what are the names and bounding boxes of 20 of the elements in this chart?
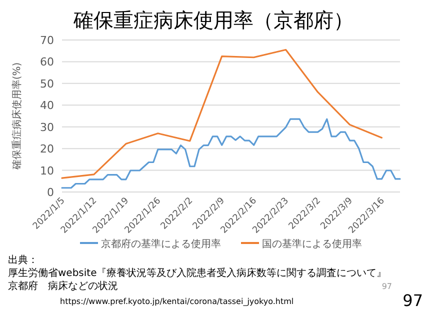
text: 97 [402,291,423,310]
text: 97 [382,282,392,291]
y-tick-label: 10 [40,164,54,178]
line-series [61,48,383,179]
y-tick-label: 40 [40,99,54,112]
chart-title: 確保重症病床使用率（京都府） [72,8,354,32]
y-tick-label: 60 [40,56,54,69]
y-tick-label: 0 [47,186,54,199]
line-series [61,118,401,189]
y-tick-label: 30 [40,120,54,134]
text: https://www.pref.kyoto.jp/kentai/corona/tassei_jyokyo.html [60,297,294,306]
y-axis-title: 確保重症病床使用率(%) [11,62,23,171]
y-tick-label: 70 [40,34,54,47]
text: 厚生労働省website『療養状況等及び入院患者受入病床数等に関する調査について』 [8,267,387,279]
y-tick-label: 50 [40,77,54,90]
text: 京都府 病床などの状況 [8,280,118,292]
y-tick-label: 20 [40,142,54,156]
legend-label: 京都府の基準による使用率 [101,238,221,250]
legend-label: 国の基準による使用率 [262,238,362,250]
source-note: 出典： [8,254,38,266]
